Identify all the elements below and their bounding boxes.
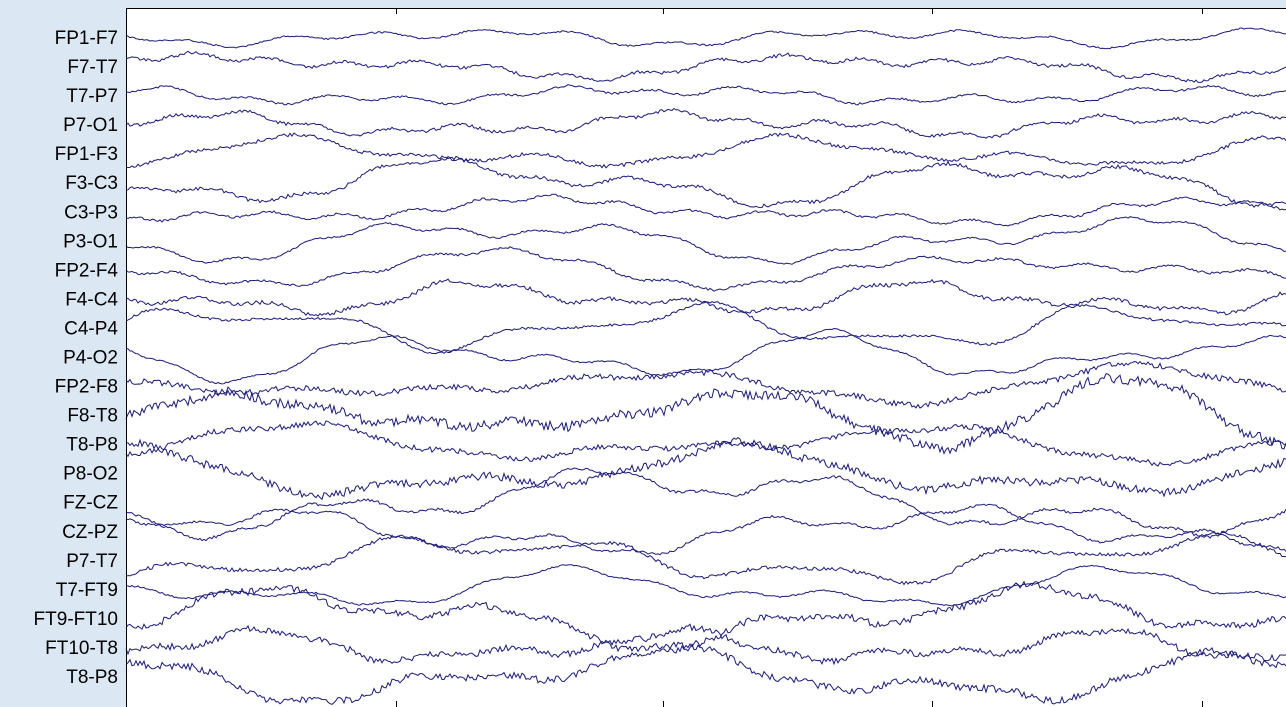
channel-label: P7-T7 — [66, 551, 118, 572]
eeg-trace-f8-t8 — [125, 373, 1286, 455]
eeg-trace-t8-p8 — [125, 420, 1286, 467]
channel-label: C3-P3 — [64, 202, 118, 223]
eeg-trace-c4-p4 — [125, 301, 1286, 355]
channel-label: T8-P8 — [66, 667, 118, 688]
eeg-trace-f4-c4 — [125, 278, 1286, 317]
eeg-trace-cz-pz — [125, 503, 1286, 556]
eeg-trace-t7-ft9 — [125, 564, 1286, 607]
trace-group — [125, 27, 1286, 705]
channel-label: P8-O2 — [63, 464, 118, 485]
eeg-trace-fz-cz — [125, 467, 1286, 542]
eeg-trace-p8-o2 — [125, 436, 1286, 501]
channel-label: F4-C4 — [65, 289, 118, 310]
eeg-trace-ft9-ft10 — [125, 580, 1286, 653]
eeg-trace-fp1-f3 — [126, 132, 1286, 169]
eeg-trace-p7-o1 — [125, 107, 1286, 139]
eeg-trace-c3-p3 — [125, 193, 1286, 227]
eeg-trace-t8-p8 — [125, 643, 1286, 705]
eeg-trace-f3-c3 — [125, 155, 1286, 209]
eeg-trace-t7-p7 — [125, 84, 1286, 106]
channel-label: C4-P4 — [64, 318, 118, 339]
channel-label-group: FP1-F7 F7-T7 T7-P7 P7-O1 FP1-F3 F3-C3 C3-P3 P3-… — [34, 28, 119, 688]
eeg-trace-fp1-f7 — [125, 27, 1286, 50]
channel-label: F8-T8 — [67, 406, 118, 427]
channel-label: P3-O1 — [63, 231, 118, 252]
channel-label: P4-O2 — [63, 348, 118, 369]
channel-label: FP2-F8 — [55, 377, 118, 398]
channel-label: P7-O1 — [63, 115, 118, 136]
eeg-trace-p3-o1 — [125, 216, 1286, 265]
eeg-trace-fp2-f8 — [125, 360, 1286, 409]
channel-label: FT9-FT10 — [34, 609, 118, 630]
channel-label: FP1-F3 — [55, 144, 118, 165]
channel-label: FT10-T8 — [45, 638, 118, 659]
channel-label: F7-T7 — [67, 57, 118, 78]
channel-label: FP2-F4 — [55, 260, 119, 281]
channel-label: FP1-F7 — [55, 28, 118, 49]
channel-label: T7-FT9 — [56, 580, 118, 601]
channel-label: CZ-PZ — [62, 522, 118, 543]
channel-label: FZ-CZ — [63, 493, 118, 514]
channel-label: T8-P8 — [66, 435, 118, 456]
channel-label: T7-P7 — [66, 86, 118, 107]
eeg-trace-ft10-t8 — [125, 623, 1286, 666]
eeg-trace-f7-t7 — [125, 50, 1286, 83]
eeg-trace-p7-t7 — [125, 530, 1286, 586]
channel-label: F3-C3 — [65, 173, 118, 194]
eeg-trace-fp2-f4 — [125, 246, 1286, 292]
